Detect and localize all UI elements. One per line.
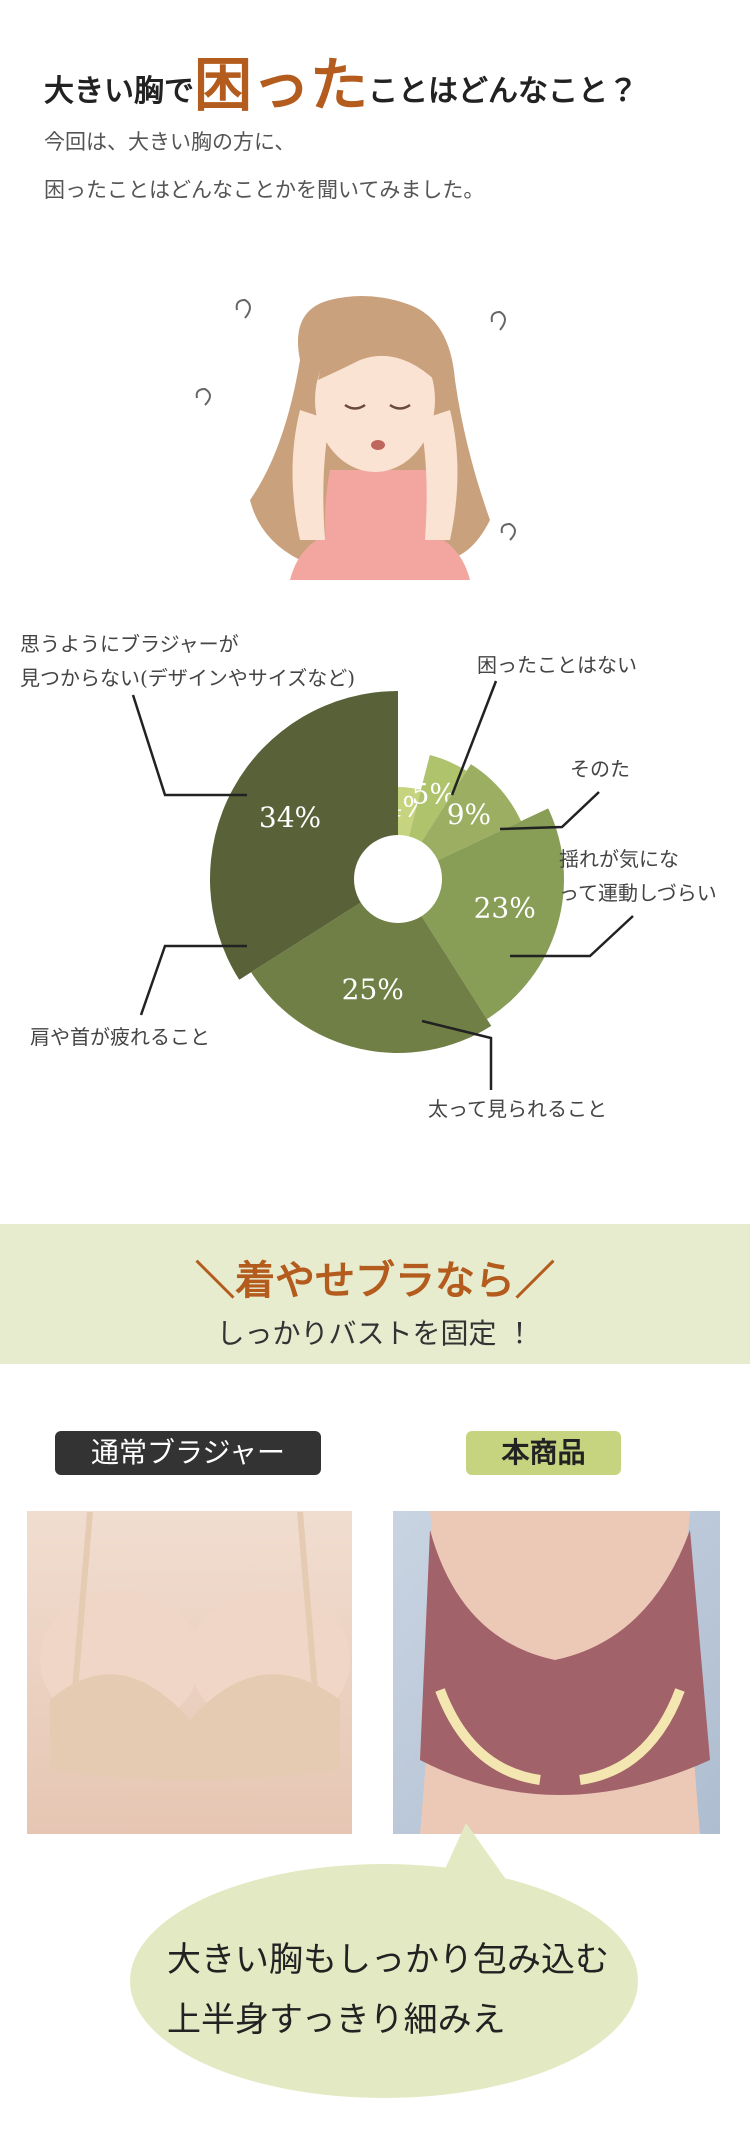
pie-slice	[251, 879, 492, 1054]
title-text: 大きい胸で	[44, 74, 194, 109]
leader-lines	[131, 680, 634, 1090]
category-label: そのた	[570, 757, 630, 781]
value-label: 25%	[342, 973, 404, 1006]
pie-slice	[210, 691, 398, 980]
bubble-line: 上半身すっきり細みえ	[167, 2000, 506, 2040]
category-label: 思うようにブラジャーが 見つからない(デザインやサイズなど)	[20, 632, 356, 690]
title-emphasis: 困った	[194, 51, 369, 119]
pie-slice	[398, 808, 564, 1020]
photo-product-bra	[393, 1511, 720, 1834]
pie-hole	[354, 835, 442, 923]
photo-regular-bra	[27, 1511, 352, 1834]
label-regular: 通常ブラジャー	[55, 1431, 321, 1475]
value-label: 23%	[474, 891, 536, 924]
intro-line: 困ったことはどんなことかを聞いてみました。	[44, 178, 485, 202]
speech-bubble	[130, 1823, 638, 2098]
title-text: ことはどんなこと？	[368, 74, 639, 109]
leader-line	[139, 944, 247, 1016]
category-label: 太って見られること	[428, 1097, 607, 1121]
value-label: 9%	[447, 798, 491, 831]
leader-line	[131, 694, 247, 797]
intro-line: 今回は、大きい胸の方に、	[44, 130, 296, 154]
promo-band	[0, 1224, 750, 1364]
category-label: 揺れが気にな って運動しづらい	[559, 847, 717, 905]
category-label: 肩や首が疲れること	[30, 1025, 210, 1049]
value-label: 34%	[259, 801, 321, 834]
promo-subhead: しっかりバストを固定 ！	[216, 1317, 534, 1350]
leader-line	[421, 1019, 493, 1090]
category-label: 困ったことはない	[477, 653, 637, 677]
leader-line	[499, 791, 600, 831]
illustration	[195, 296, 516, 580]
bubble-line: 大きい胸もしっかり包み込む	[167, 1940, 609, 1980]
promo-headline: ＼着やせブラなら／	[195, 1258, 555, 1304]
label-product: 本商品	[466, 1431, 621, 1475]
leader-line	[510, 915, 634, 958]
title: 大きい胸で困ったことはどんなこと？	[44, 38, 638, 122]
pie-chart: 4%5%9%23%25%34%	[210, 691, 564, 1054]
leader-line	[450, 680, 498, 796]
